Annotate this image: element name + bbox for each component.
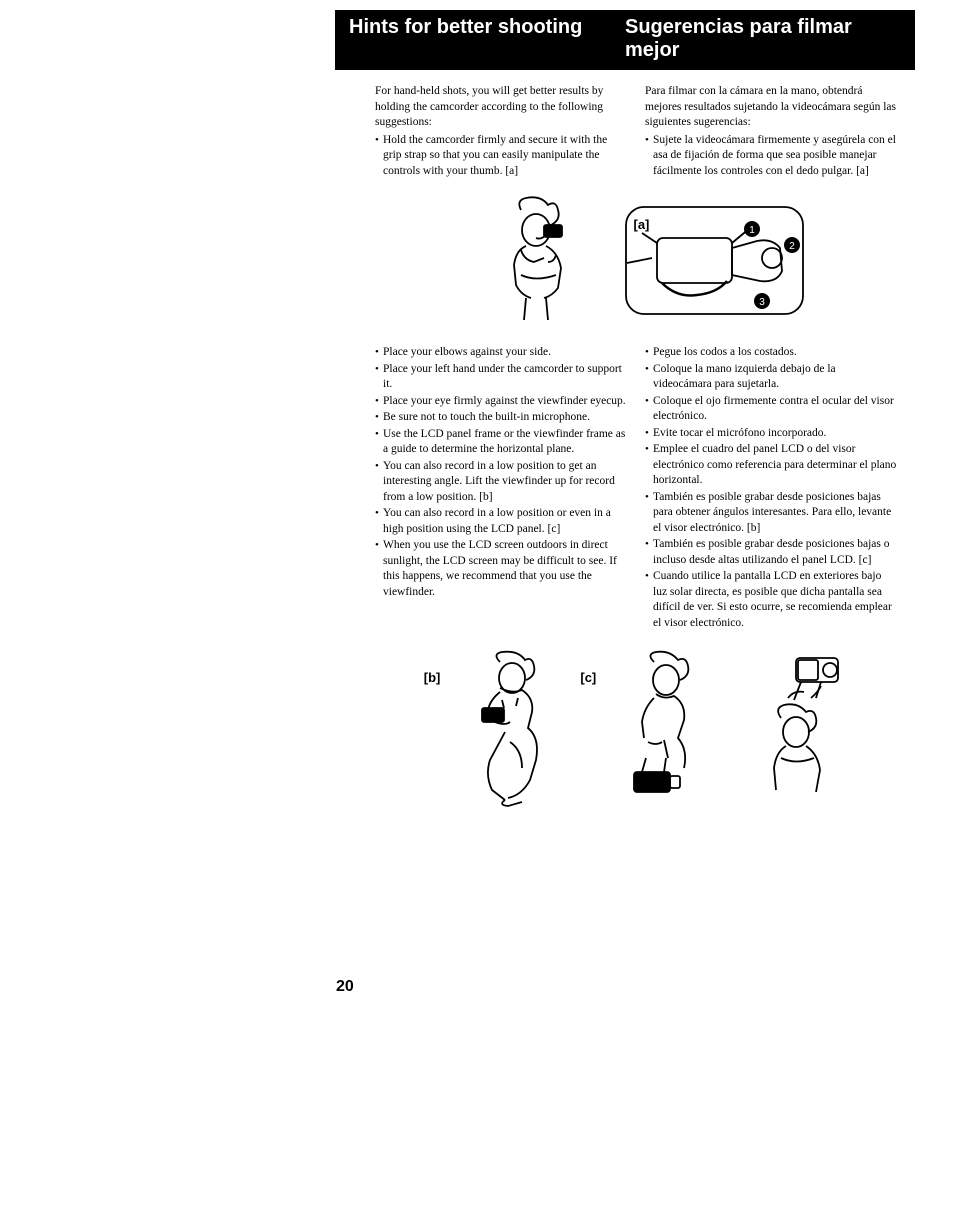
header-es: Sugerencias para filmar mejor bbox=[625, 16, 901, 62]
callout-3-icon: 3 bbox=[759, 297, 765, 308]
bullet-es: Evite tocar el micrófono incorporado. bbox=[645, 426, 897, 442]
intro-en: For hand-held shots, you will get better… bbox=[375, 84, 627, 131]
bullet-es: Cuando utilice la pantalla LCD en exteri… bbox=[645, 569, 897, 631]
bullet-es: Pegue los codos a los costados. bbox=[645, 345, 897, 361]
label-b: [b] bbox=[424, 670, 441, 685]
bullet-en: Place your eye firmly against the viewfi… bbox=[375, 394, 627, 410]
bullet-en: You can also record in a low position to… bbox=[375, 459, 627, 506]
bullet-en: Place your elbows against your side. bbox=[375, 345, 627, 361]
bullet-en: You can also record in a low position or… bbox=[375, 506, 627, 537]
intro-es-col: Para filmar con la cámara en la mano, ob… bbox=[645, 84, 897, 180]
illustration-person-icon bbox=[466, 190, 606, 335]
header-band: Hints for better shooting Sugerencias pa… bbox=[335, 10, 915, 70]
illustration-a-row: [a] 1 2 3 bbox=[335, 180, 915, 343]
first-bullet-en: Hold the camcorder firmly and secure it … bbox=[375, 133, 627, 180]
bullet-es: Coloque el ojo firmemente contra el ocul… bbox=[645, 394, 897, 425]
title-es: Sugerencias para filmar mejor bbox=[625, 16, 901, 62]
bullet-en: When you use the LCD screen outdoors in … bbox=[375, 538, 627, 600]
label-a: [a] bbox=[634, 217, 650, 232]
illustration-b-icon bbox=[450, 650, 570, 815]
title-en: Hints for better shooting bbox=[349, 16, 625, 39]
first-bullet-en-list: Hold the camcorder firmly and secure it … bbox=[375, 133, 627, 180]
callout-1-icon: 1 bbox=[749, 225, 755, 236]
bullet-en: Use the LCD panel frame or the viewfinde… bbox=[375, 427, 627, 458]
intro-es: Para filmar con la cámara en la mano, ob… bbox=[645, 84, 897, 131]
page-content: Hints for better shooting Sugerencias pa… bbox=[335, 10, 915, 815]
page-number: 20 bbox=[336, 978, 354, 996]
bullets-es-list: Pegue los codos a los costados. Coloque … bbox=[645, 345, 897, 631]
first-bullet-es: Sujete la videocámara firmemente y asegú… bbox=[645, 133, 897, 180]
header-en: Hints for better shooting bbox=[349, 16, 625, 62]
label-c: [c] bbox=[580, 670, 596, 685]
intro-en-col: For hand-held shots, you will get better… bbox=[375, 84, 627, 180]
illustration-bc-row: [b] [c] bbox=[335, 632, 915, 815]
bullets-en-list: Place your elbows against your side. Pla… bbox=[375, 345, 627, 600]
bullets-row: Place your elbows against your side. Pla… bbox=[335, 343, 915, 632]
bullet-es: También es posible grabar desde posicion… bbox=[645, 537, 897, 568]
first-bullet-es-list: Sujete la videocámara firmemente y asegú… bbox=[645, 133, 897, 180]
intro-row: For hand-held shots, you will get better… bbox=[335, 84, 915, 180]
callout-2-icon: 2 bbox=[789, 241, 795, 252]
bullets-en-col: Place your elbows against your side. Pla… bbox=[375, 343, 627, 632]
illustration-c-high-icon bbox=[726, 650, 856, 815]
bullets-es-col: Pegue los codos a los costados. Coloque … bbox=[645, 343, 897, 632]
illustration-c-low-icon bbox=[606, 650, 716, 815]
illustration-camcorder-icon: [a] 1 2 3 bbox=[622, 203, 807, 323]
bullet-es: También es posible grabar desde posicion… bbox=[645, 490, 897, 537]
bullet-es: Emplee el cuadro del panel LCD o del vis… bbox=[645, 442, 897, 489]
bullet-en: Be sure not to touch the built-in microp… bbox=[375, 410, 627, 426]
bullet-en: Place your left hand under the camcorder… bbox=[375, 362, 627, 393]
bullet-es: Coloque la mano izquierda debajo de la v… bbox=[645, 362, 897, 393]
